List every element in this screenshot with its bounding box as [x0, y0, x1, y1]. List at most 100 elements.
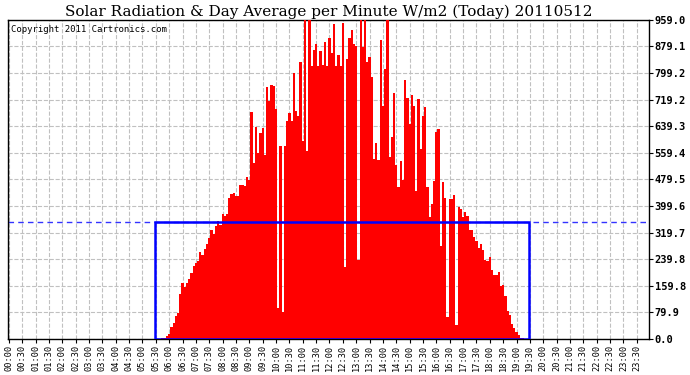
- Bar: [422, 116, 424, 339]
- Bar: [275, 108, 277, 339]
- Bar: [515, 332, 518, 339]
- Bar: [466, 216, 469, 339]
- Bar: [504, 296, 506, 339]
- Bar: [500, 286, 502, 339]
- Bar: [204, 249, 206, 339]
- Bar: [335, 66, 337, 339]
- Bar: [277, 308, 279, 339]
- Bar: [226, 213, 228, 339]
- Bar: [188, 279, 190, 339]
- Bar: [511, 324, 513, 339]
- Bar: [313, 50, 315, 339]
- Bar: [375, 144, 377, 339]
- Bar: [295, 111, 297, 339]
- Bar: [453, 195, 455, 339]
- Bar: [364, 20, 366, 339]
- Bar: [362, 47, 364, 339]
- Bar: [366, 62, 368, 339]
- Bar: [190, 273, 193, 339]
- Bar: [471, 230, 473, 339]
- Bar: [273, 86, 275, 339]
- Bar: [355, 46, 357, 339]
- Bar: [210, 230, 213, 339]
- Bar: [413, 106, 415, 339]
- Bar: [237, 196, 239, 339]
- Bar: [230, 194, 233, 339]
- Bar: [317, 66, 319, 339]
- Bar: [509, 315, 511, 339]
- Bar: [462, 217, 464, 339]
- Bar: [348, 38, 351, 339]
- Bar: [408, 124, 411, 339]
- Bar: [484, 260, 486, 339]
- Bar: [497, 272, 500, 339]
- Bar: [451, 199, 453, 339]
- Bar: [264, 155, 266, 339]
- Bar: [161, 338, 164, 339]
- Bar: [420, 149, 422, 339]
- Bar: [184, 287, 186, 339]
- Bar: [377, 160, 380, 339]
- Bar: [353, 44, 355, 339]
- Bar: [357, 260, 359, 339]
- Bar: [368, 57, 371, 339]
- Bar: [241, 184, 244, 339]
- Bar: [333, 24, 335, 339]
- Bar: [502, 285, 504, 339]
- Bar: [310, 66, 313, 339]
- Bar: [302, 141, 304, 339]
- Bar: [382, 106, 384, 339]
- Bar: [346, 59, 348, 339]
- Bar: [460, 209, 462, 339]
- Bar: [286, 120, 288, 339]
- Bar: [290, 121, 293, 339]
- Bar: [337, 55, 339, 339]
- Bar: [446, 318, 448, 339]
- Bar: [359, 20, 362, 339]
- Bar: [513, 328, 515, 339]
- Bar: [415, 191, 417, 339]
- Bar: [520, 338, 522, 339]
- Title: Solar Radiation & Day Average per Minute W/m2 (Today) 20110512: Solar Radiation & Day Average per Minute…: [65, 4, 592, 18]
- Bar: [164, 338, 166, 339]
- Bar: [168, 334, 170, 339]
- Bar: [455, 325, 457, 339]
- Bar: [217, 221, 219, 339]
- Bar: [199, 252, 201, 339]
- Bar: [244, 186, 246, 339]
- Bar: [253, 163, 255, 339]
- Bar: [339, 66, 342, 339]
- Bar: [215, 226, 217, 339]
- Bar: [206, 244, 208, 339]
- Bar: [397, 187, 400, 339]
- Bar: [384, 69, 386, 339]
- Bar: [233, 193, 235, 339]
- Bar: [402, 180, 404, 339]
- Bar: [255, 127, 257, 339]
- Bar: [324, 42, 326, 339]
- Bar: [299, 62, 302, 339]
- Bar: [177, 314, 179, 339]
- Bar: [406, 98, 408, 339]
- Bar: [175, 315, 177, 339]
- Bar: [315, 44, 317, 339]
- Bar: [235, 196, 237, 339]
- Bar: [424, 107, 426, 339]
- Bar: [219, 225, 221, 339]
- Bar: [480, 244, 482, 339]
- Bar: [250, 112, 253, 339]
- Bar: [308, 20, 310, 339]
- Bar: [193, 266, 195, 339]
- Bar: [322, 65, 324, 339]
- Bar: [195, 263, 197, 339]
- Bar: [464, 213, 466, 339]
- Bar: [179, 294, 181, 339]
- Bar: [469, 230, 471, 339]
- Bar: [522, 338, 524, 339]
- Bar: [475, 241, 477, 339]
- Bar: [482, 250, 484, 339]
- Bar: [293, 73, 295, 339]
- Bar: [344, 267, 346, 339]
- Bar: [259, 133, 262, 339]
- Bar: [386, 20, 388, 339]
